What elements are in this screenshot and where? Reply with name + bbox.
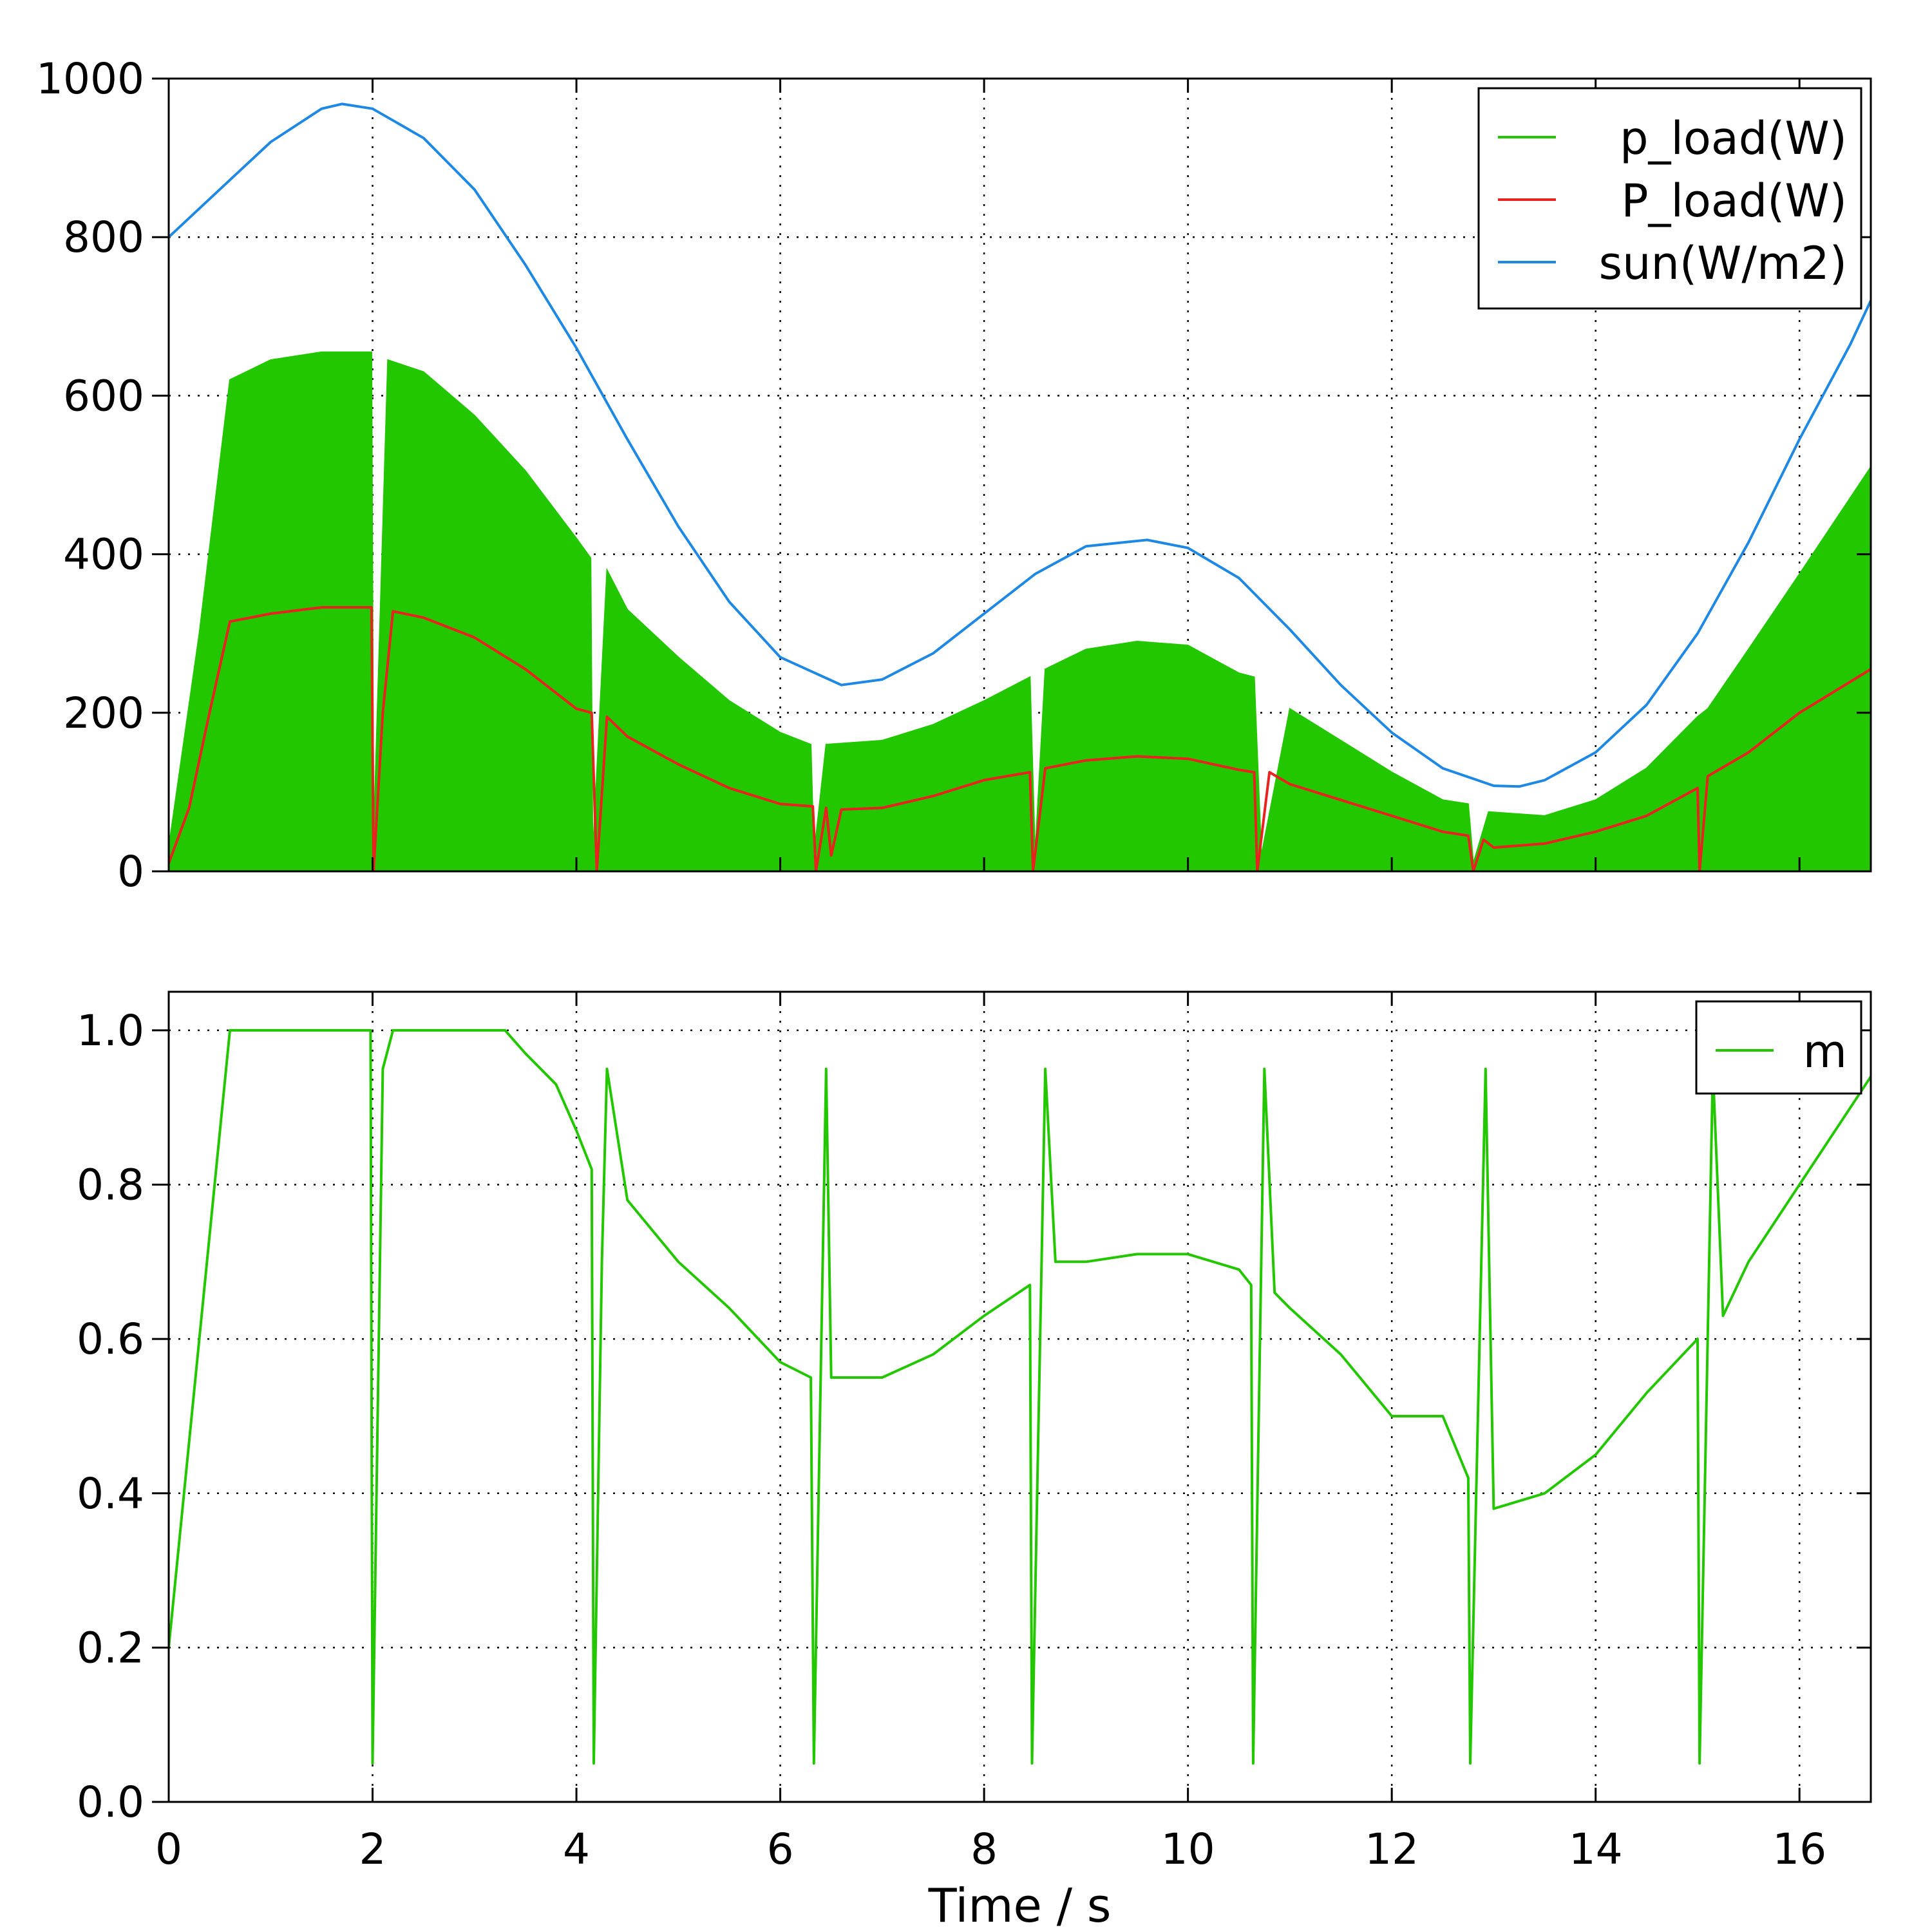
grid bbox=[169, 992, 1871, 1802]
x-tick-label: 0 bbox=[155, 1824, 182, 1874]
legend-label: p_load(W) bbox=[1620, 112, 1847, 165]
x-tick-label: 4 bbox=[563, 1824, 590, 1874]
y-tick-label: 1.0 bbox=[77, 1006, 144, 1056]
y-tick-label: 0.2 bbox=[77, 1623, 144, 1672]
legend-label: sun(W/m2) bbox=[1599, 237, 1847, 290]
x-tick-label: 10 bbox=[1161, 1824, 1215, 1874]
plot-area bbox=[169, 1028, 1871, 1765]
series-m-line bbox=[169, 1028, 1871, 1765]
top-power-chart: 0 200 400 600 800 1000 p_load(W) P_load(W) sun(W… bbox=[36, 54, 1872, 896]
y-tick-label: 800 bbox=[63, 213, 144, 262]
y-tick-label: 200 bbox=[63, 688, 144, 738]
y-tick-label: 0.0 bbox=[77, 1777, 144, 1827]
x-tick-label: 8 bbox=[971, 1824, 998, 1874]
legend-label: m bbox=[1803, 1025, 1847, 1078]
series-p-load-w-line bbox=[169, 606, 1871, 871]
y-tick-label: 600 bbox=[63, 371, 144, 421]
x-tick-label: 2 bbox=[359, 1824, 386, 1874]
bottom-modulation-chart: 0.0 0.2 0.4 0.6 0.8 1.0 0 2 4 6 8 10 12 14 16 Time / s m bbox=[77, 990, 1872, 1932]
x-tick-label: 14 bbox=[1569, 1824, 1623, 1874]
plot-frame bbox=[167, 77, 1872, 873]
legend-box bbox=[1695, 1000, 1862, 1095]
y-tick-label: 0.8 bbox=[77, 1160, 144, 1210]
legend-label: P_load(W) bbox=[1621, 175, 1847, 227]
series-p-load-w-fill bbox=[169, 351, 1871, 871]
plot-area bbox=[169, 102, 1871, 871]
x-tick-label: 12 bbox=[1365, 1824, 1419, 1874]
y-tick-label: 0.4 bbox=[77, 1469, 144, 1519]
x-tick-label: 6 bbox=[767, 1824, 794, 1874]
x-axis-label: Time / s bbox=[928, 1879, 1112, 1932]
plot-frame bbox=[167, 990, 1872, 1803]
x-tick-label: 16 bbox=[1772, 1824, 1826, 1874]
y-tick-label: 1000 bbox=[36, 54, 144, 104]
legend: m bbox=[1695, 1000, 1862, 1095]
series-sun-w-m2-line bbox=[169, 102, 1871, 788]
y-tick-label: 0.6 bbox=[77, 1314, 144, 1364]
y-tick-label: 400 bbox=[63, 530, 144, 580]
y-tick-label: 0 bbox=[117, 847, 144, 896]
legend: p_load(W) P_load(W) sun(W/m2) bbox=[1477, 87, 1862, 310]
